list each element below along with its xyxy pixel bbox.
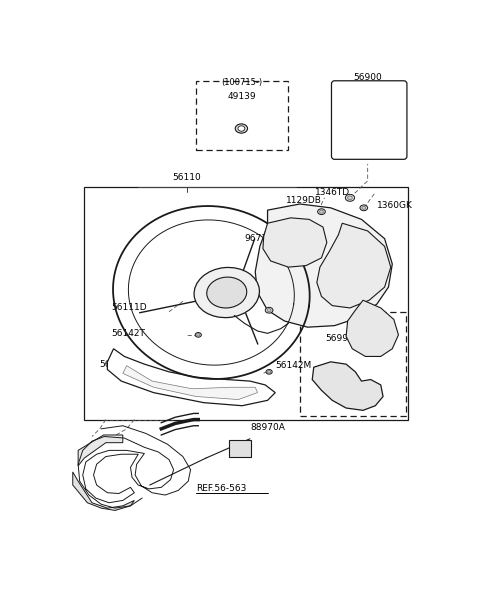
Ellipse shape xyxy=(345,194,355,202)
Text: (CRUISE ONLY): (CRUISE ONLY) xyxy=(323,315,384,324)
Polygon shape xyxy=(317,224,391,308)
Ellipse shape xyxy=(267,309,271,312)
Text: 96710L: 96710L xyxy=(336,222,369,231)
Ellipse shape xyxy=(266,370,272,374)
Ellipse shape xyxy=(194,267,259,318)
Text: 56130C: 56130C xyxy=(100,360,135,368)
Ellipse shape xyxy=(267,371,271,373)
Polygon shape xyxy=(73,472,134,510)
Text: 49139: 49139 xyxy=(228,92,256,100)
Polygon shape xyxy=(123,365,258,400)
Text: 56991C: 56991C xyxy=(336,257,370,266)
Ellipse shape xyxy=(318,209,325,214)
Text: 56142M: 56142M xyxy=(275,361,312,370)
Text: 56900: 56900 xyxy=(353,73,382,82)
Polygon shape xyxy=(255,204,392,327)
Text: 1360GK: 1360GK xyxy=(377,201,413,210)
Text: 56111D: 56111D xyxy=(111,303,147,312)
Polygon shape xyxy=(312,362,383,410)
Polygon shape xyxy=(108,349,275,406)
Bar xyxy=(300,312,406,416)
Text: 56994A: 56994A xyxy=(325,334,360,343)
Polygon shape xyxy=(78,435,123,466)
Ellipse shape xyxy=(360,205,368,211)
Bar xyxy=(229,440,251,457)
Ellipse shape xyxy=(265,308,273,313)
Text: 56110: 56110 xyxy=(172,174,201,182)
FancyBboxPatch shape xyxy=(332,81,407,160)
Text: REF.56-563: REF.56-563 xyxy=(196,484,246,493)
Text: 1346TD: 1346TD xyxy=(315,188,350,197)
Ellipse shape xyxy=(362,206,366,209)
Ellipse shape xyxy=(348,196,352,200)
Ellipse shape xyxy=(195,333,201,337)
Ellipse shape xyxy=(320,210,324,213)
Text: 96710R: 96710R xyxy=(244,234,279,243)
Polygon shape xyxy=(346,300,398,356)
Text: (100715-): (100715-) xyxy=(222,78,263,87)
Bar xyxy=(84,187,408,420)
Ellipse shape xyxy=(207,277,247,308)
Bar xyxy=(196,81,288,150)
Text: 1129DB: 1129DB xyxy=(286,196,322,205)
Text: 1243BE: 1243BE xyxy=(275,301,310,310)
Ellipse shape xyxy=(235,124,248,133)
Ellipse shape xyxy=(238,126,245,131)
Ellipse shape xyxy=(197,334,200,336)
Polygon shape xyxy=(263,218,327,267)
Text: 88970A: 88970A xyxy=(250,423,285,432)
Text: 56142T: 56142T xyxy=(111,329,145,338)
